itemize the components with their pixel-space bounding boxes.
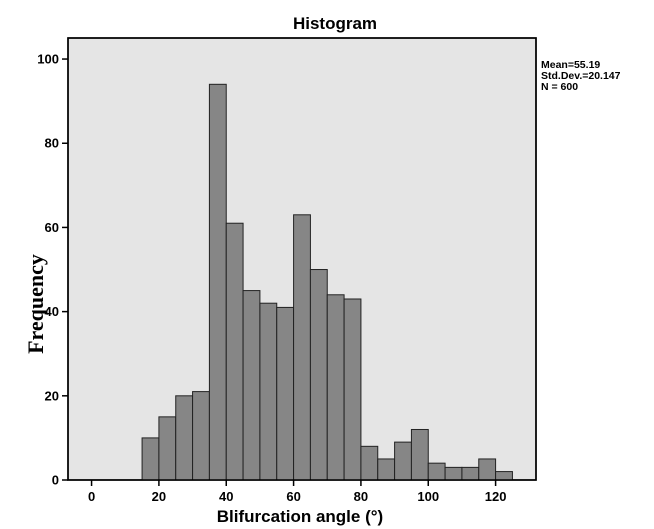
histogram-bar-17: [427, 462, 446, 481]
histogram-bar-19: [461, 466, 480, 481]
histogram-bar-1: [158, 416, 177, 481]
y-tick-label: 40: [45, 304, 59, 319]
x-tick-label: 80: [354, 489, 368, 504]
histogram-bar-7: [259, 302, 278, 481]
y-axis-ticks: 0 20 40 60 80 100: [37, 52, 68, 488]
histogram-bar-21: [495, 471, 513, 481]
y-tick-label: 60: [45, 220, 59, 235]
histogram-bar-0: [141, 437, 160, 481]
x-tick-label: 60: [286, 489, 300, 504]
x-axis-label: Blifurcation angle (°): [217, 507, 383, 526]
x-axis-ticks: 0 20 40 60 80 100 120: [88, 480, 506, 504]
histogram-bar-2: [175, 395, 194, 481]
y-tick-label: 80: [45, 136, 59, 151]
y-tick-label: 100: [37, 52, 59, 67]
stat-n: N = 600: [541, 81, 578, 93]
x-tick-label: 100: [417, 489, 439, 504]
x-tick-label: 0: [88, 489, 95, 504]
histogram-bar-4: [208, 83, 227, 481]
y-tick-label: 0: [52, 473, 59, 488]
histogram-bar-10: [309, 269, 328, 481]
x-tick-label: 40: [219, 489, 233, 504]
y-axis-label: Frequency: [23, 254, 48, 354]
stat-mean: Mean=55.19: [541, 59, 600, 71]
x-tick-label: 20: [152, 489, 166, 504]
histogram-bar-12: [343, 298, 362, 481]
histogram-bar-13: [360, 445, 379, 481]
histogram-bar-20: [478, 458, 497, 481]
histogram-bar-6: [242, 290, 261, 481]
histogram-bar-9: [293, 214, 311, 481]
histogram-bar-18: [444, 466, 463, 481]
histogram-bar-5: [225, 222, 244, 481]
stat-std-dev: Std.Dev.=20.147: [541, 70, 621, 82]
histogram-bar-3: [192, 391, 210, 481]
histogram-bar-16: [410, 428, 429, 481]
y-tick-label: 20: [45, 388, 59, 403]
chart-title: Histogram: [293, 14, 377, 33]
histogram-bar-14: [377, 458, 396, 481]
plot-frame: [67, 37, 537, 481]
histogram-bar-15: [394, 441, 412, 481]
x-tick-label: 120: [485, 489, 507, 504]
histogram-bar-8: [276, 306, 295, 481]
histogram-bar-11: [326, 294, 345, 481]
bars-group: [67, 37, 537, 481]
